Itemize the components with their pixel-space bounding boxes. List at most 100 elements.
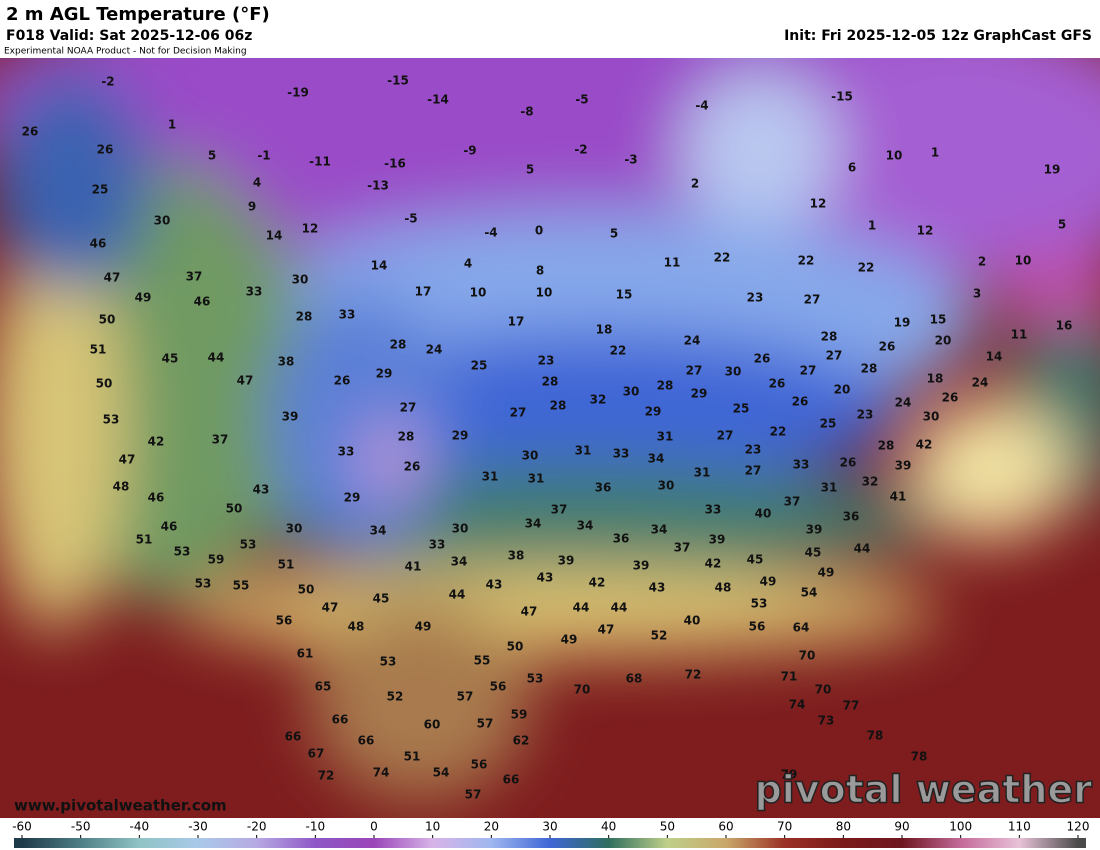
temperature-label: 6 [848, 161, 856, 175]
temperature-label: 26 [942, 391, 959, 405]
temperature-label: 43 [649, 581, 666, 595]
temperature-label: 46 [161, 520, 178, 534]
colorbar-tick-label: 60 [718, 820, 733, 834]
colorbar-tick-label: 90 [894, 820, 909, 834]
temperature-label: 30 [623, 385, 640, 399]
valid-time: F018 Valid: Sat 2025-12-06 06z [6, 28, 252, 44]
temperature-label: 26 [754, 352, 771, 366]
temperature-label: -8 [520, 105, 533, 119]
temperature-label: 33 [793, 458, 810, 472]
temperature-label: 31 [482, 470, 499, 484]
temperature-label: 55 [474, 654, 491, 668]
temperature-label: 22 [714, 251, 731, 265]
temperature-label: 15 [616, 288, 633, 302]
temperature-label: 28 [390, 338, 407, 352]
temperature-label: 24 [684, 334, 701, 348]
temperature-label: 46 [90, 237, 107, 251]
logo: pivotal weather [755, 768, 1093, 812]
temperature-label: 31 [575, 444, 592, 458]
temperature-label: 23 [745, 443, 762, 457]
temperature-label: 60 [424, 718, 441, 732]
temperature-label: 28 [542, 375, 559, 389]
temperature-label: 74 [373, 766, 390, 780]
temperature-label: 12 [917, 224, 934, 238]
website: www.pivotalweather.com [14, 797, 227, 815]
temperature-label: 22 [798, 254, 815, 268]
temperature-label: 49 [415, 620, 432, 634]
temperature-label: 40 [684, 614, 701, 628]
temperature-label: -5 [404, 212, 417, 226]
temperature-label: 70 [815, 683, 832, 697]
temperature-label: 56 [490, 680, 507, 694]
temperature-label: 43 [486, 578, 503, 592]
temperature-label: 37 [186, 270, 203, 284]
temperature-label: -3 [624, 153, 637, 167]
colorbar-tick-label: 40 [601, 820, 616, 834]
temperature-label: 49 [561, 633, 578, 647]
temperature-label: 70 [574, 683, 591, 697]
temperature-label: 30 [154, 214, 171, 228]
temperature-label: 59 [208, 553, 225, 567]
temperature-label: 25 [92, 183, 109, 197]
temperature-label: 54 [433, 766, 450, 780]
temperature-label: 39 [806, 523, 823, 537]
temperature-label: 26 [792, 395, 809, 409]
temperature-label: 24 [895, 396, 912, 410]
temperature-label: 0 [535, 224, 543, 238]
temperature-label: 49 [818, 566, 835, 580]
temperature-label: 46 [148, 491, 165, 505]
temperature-label: 5 [526, 163, 534, 177]
temperature-label: 18 [596, 323, 613, 337]
temperature-label: 25 [471, 359, 488, 373]
colorbar-tick-label: 110 [1008, 820, 1031, 834]
temperature-label: 33 [705, 503, 722, 517]
colorbar-tick-label: -40 [130, 820, 150, 834]
temperature-label: 26 [22, 125, 39, 139]
temperature-label: 40 [755, 507, 772, 521]
temperature-label: 12 [302, 222, 319, 236]
temperature-label: 30 [658, 479, 675, 493]
temperature-label: 31 [528, 472, 545, 486]
temperature-label: 26 [769, 377, 786, 391]
colorbar: -60 -50 -40 -30 -20 -10 0 10 20 30 40 50 60 70 80 90 100… [12, 820, 1090, 848]
temperature-label: -15 [387, 74, 409, 88]
temperature-label: 44 [854, 542, 871, 556]
temperature-label: 42 [705, 557, 722, 571]
temperature-label: 25 [820, 417, 837, 431]
temperature-label: 44 [208, 351, 225, 365]
temperature-label: 45 [373, 592, 390, 606]
temperature-label: 14 [266, 229, 283, 243]
temperature-label: 28 [821, 330, 838, 344]
temperature-label: 70 [799, 649, 816, 663]
temperature-label: 50 [507, 640, 524, 654]
temperature-label: 26 [404, 460, 421, 474]
temperature-label: 49 [760, 575, 777, 589]
temperature-label: 14 [371, 259, 388, 273]
colorbar-tick-label: 120 [1067, 820, 1090, 834]
temperature-label: 53 [174, 545, 191, 559]
temperature-label: 47 [237, 374, 254, 388]
temperature-label: 1 [868, 219, 876, 233]
temperature-label: 44 [449, 588, 466, 602]
temperature-label: 30 [522, 449, 539, 463]
temperature-label: 46 [194, 295, 211, 309]
temperature-label: 53 [527, 672, 544, 686]
temperature-label: 22 [770, 425, 787, 439]
temperature-label: 66 [503, 773, 520, 787]
temperature-label: 30 [923, 410, 940, 424]
temperature-label: 27 [745, 464, 762, 478]
temperature-label: 33 [429, 538, 446, 552]
temperature-label: -1 [257, 149, 270, 163]
temperature-label: 20 [834, 383, 851, 397]
colorbar-tick-label: 80 [836, 820, 851, 834]
temperature-label: -15 [831, 90, 853, 104]
temperature-label: 27 [804, 293, 821, 307]
temperature-label: 54 [801, 586, 818, 600]
temperature-label: 17 [415, 285, 432, 299]
colorbar-tick-label: 50 [660, 820, 675, 834]
temperature-label: 34 [651, 523, 668, 537]
colorbar-tick-label: -60 [12, 820, 32, 834]
temperature-label: 38 [508, 549, 525, 563]
temperature-label: 44 [573, 601, 590, 615]
